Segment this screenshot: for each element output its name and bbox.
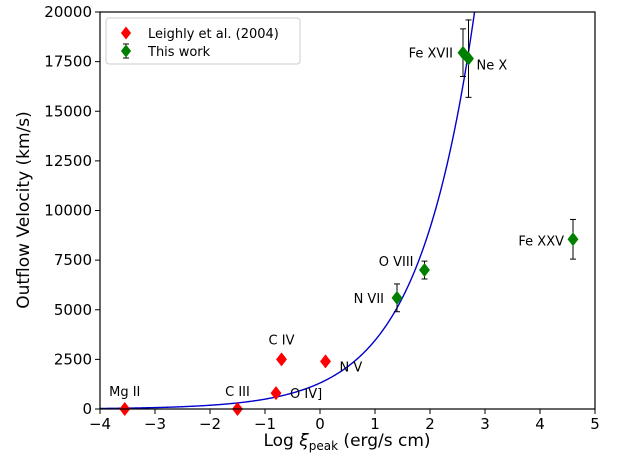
x-tick-label: −3 — [144, 415, 166, 433]
y-tick-label: 17500 — [44, 53, 92, 71]
x-axis-title-subscript: peak — [309, 439, 338, 453]
y-tick-label: 20000 — [44, 3, 92, 21]
plot-area — [100, 12, 595, 409]
point-n-vii — [391, 290, 403, 305]
legend-entry-this-work: This work — [120, 43, 211, 60]
y-tick-label: 0 — [82, 400, 92, 418]
annotation-c-iv: C IV — [269, 333, 295, 348]
x-axis-title: Log ξpeak (erg/s cm) — [263, 431, 430, 453]
x-tick-label: 4 — [535, 415, 545, 433]
annotation-fe-xvii: Fe XVII — [409, 47, 453, 62]
x-tick-label: 5 — [590, 415, 600, 433]
point-n-v — [320, 354, 331, 369]
x-tick-label: −2 — [199, 415, 221, 433]
point-o-viii — [419, 263, 430, 278]
y-axis: 0 2500 5000 7500 10000 12500 15000 17500 20000 — [44, 3, 100, 418]
marker-layer — [119, 45, 579, 416]
x-tick-label: 0 — [315, 415, 325, 433]
fit-curve-layer — [100, 12, 476, 409]
y-axis-title: Outflow Velocity (km/s) — [14, 111, 34, 309]
legend-label: Leighly et al. (2004) — [148, 27, 279, 42]
x-axis-title-symbol: ξ — [298, 431, 309, 451]
point-c-iv — [276, 352, 287, 367]
y-tick-label: 15000 — [44, 102, 92, 120]
x-axis: −4 −3 −2 −1 0 1 2 3 4 5 — [89, 409, 600, 433]
legend-marker — [120, 44, 132, 58]
point-o-iv — [270, 386, 282, 401]
y-tick-label: 5000 — [54, 301, 92, 319]
annotation-mg-ii: Mg II — [109, 385, 140, 400]
y-tick-label: 10000 — [44, 202, 92, 220]
fit-curve — [100, 12, 476, 409]
annotation-o-iv: O IV] — [290, 387, 322, 402]
annotation-o-viii: O VIII — [379, 255, 414, 270]
annotation-c-iii: C III — [225, 385, 250, 400]
x-axis-title-unit: (erg/s cm) — [338, 431, 431, 451]
legend-frame — [105, 17, 301, 65]
legend-marker — [120, 26, 132, 40]
legend: Leighly et al. (2004) This work — [105, 17, 301, 65]
point-fe-xxv — [567, 232, 579, 247]
annotation-fe-xxv: Fe XXV — [518, 234, 564, 249]
legend-label: This work — [147, 45, 211, 60]
x-tick-label: −4 — [89, 415, 111, 433]
annotation-ne-x: Ne X — [477, 59, 508, 74]
x-tick-label: −1 — [254, 415, 276, 433]
y-tick-label: 12500 — [44, 152, 92, 170]
x-tick-label: 3 — [480, 415, 490, 433]
point-ne-x — [463, 51, 474, 66]
legend-entry-leighly-et-al-2004: Leighly et al. (2004) — [120, 26, 279, 42]
x-tick-label: 1 — [370, 415, 380, 433]
annotation-n-vii: N VII — [354, 292, 384, 307]
x-axis-title-main: Log — [263, 431, 299, 451]
y-tick-label: 7500 — [54, 251, 92, 269]
x-tick-label: 2 — [425, 415, 435, 433]
y-tick-label: 2500 — [54, 350, 92, 368]
annotation-n-v: N V — [340, 360, 363, 375]
annotation-layer: Mg II C III O IV] C IV N V N VII O VIII Fe XVII… — [109, 47, 564, 402]
